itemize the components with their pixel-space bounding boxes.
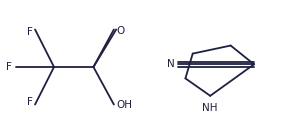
- Text: F: F: [27, 97, 33, 107]
- Text: O: O: [117, 26, 125, 36]
- Text: F: F: [6, 62, 12, 72]
- Text: NH: NH: [202, 103, 218, 113]
- Text: N: N: [167, 59, 175, 69]
- Text: F: F: [27, 27, 33, 37]
- Text: OH: OH: [116, 100, 132, 109]
